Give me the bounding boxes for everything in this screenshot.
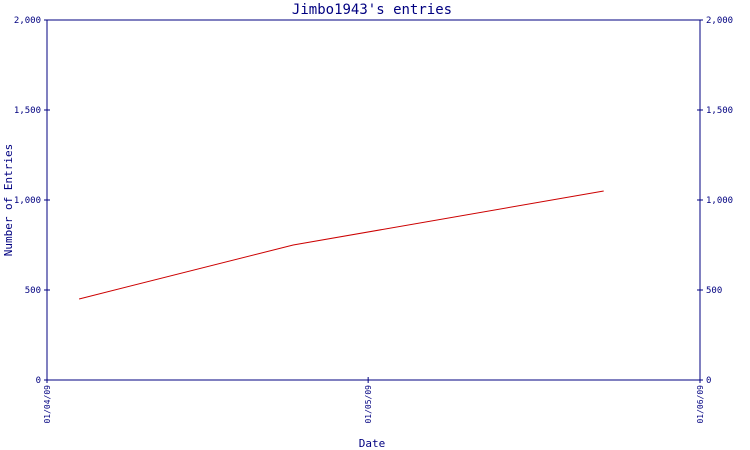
y-tick-label-left: 1,500 <box>14 106 41 116</box>
y-tick-label-left: 500 <box>25 286 41 296</box>
x-tick-label: 01/04/09 <box>43 385 52 424</box>
y-tick-label-right: 500 <box>706 286 722 296</box>
y-tick-label-right: 1,000 <box>706 196 733 206</box>
y-tick-label-left: 1,000 <box>14 196 41 206</box>
y-tick-label-left: 2,000 <box>14 16 41 26</box>
y-tick-label-right: 1,500 <box>706 106 733 116</box>
chart-title: Jimbo1943's entries <box>292 2 452 18</box>
y-axis-right: 0 500 1,000 1,500 2,000 <box>697 16 733 386</box>
x-axis-label: Date <box>359 437 386 450</box>
x-tick-label: 01/06/09 <box>696 385 705 424</box>
y-tick-label-left: 0 <box>36 376 41 386</box>
series-layer <box>78 190 604 300</box>
x-tick-label: 01/05/09 <box>364 385 373 424</box>
series-line <box>78 190 604 300</box>
y-tick-label-right: 0 <box>706 376 711 386</box>
x-axis: 01/04/09 01/05/09 01/06/09 <box>43 377 705 424</box>
y-axis-left: 0 500 1,000 1,500 2,000 <box>14 16 50 386</box>
plot-frame <box>46 19 701 381</box>
y-axis-label: Number of Entries <box>2 144 15 257</box>
plot-area <box>46 19 701 381</box>
y-tick-label-right: 2,000 <box>706 16 733 26</box>
